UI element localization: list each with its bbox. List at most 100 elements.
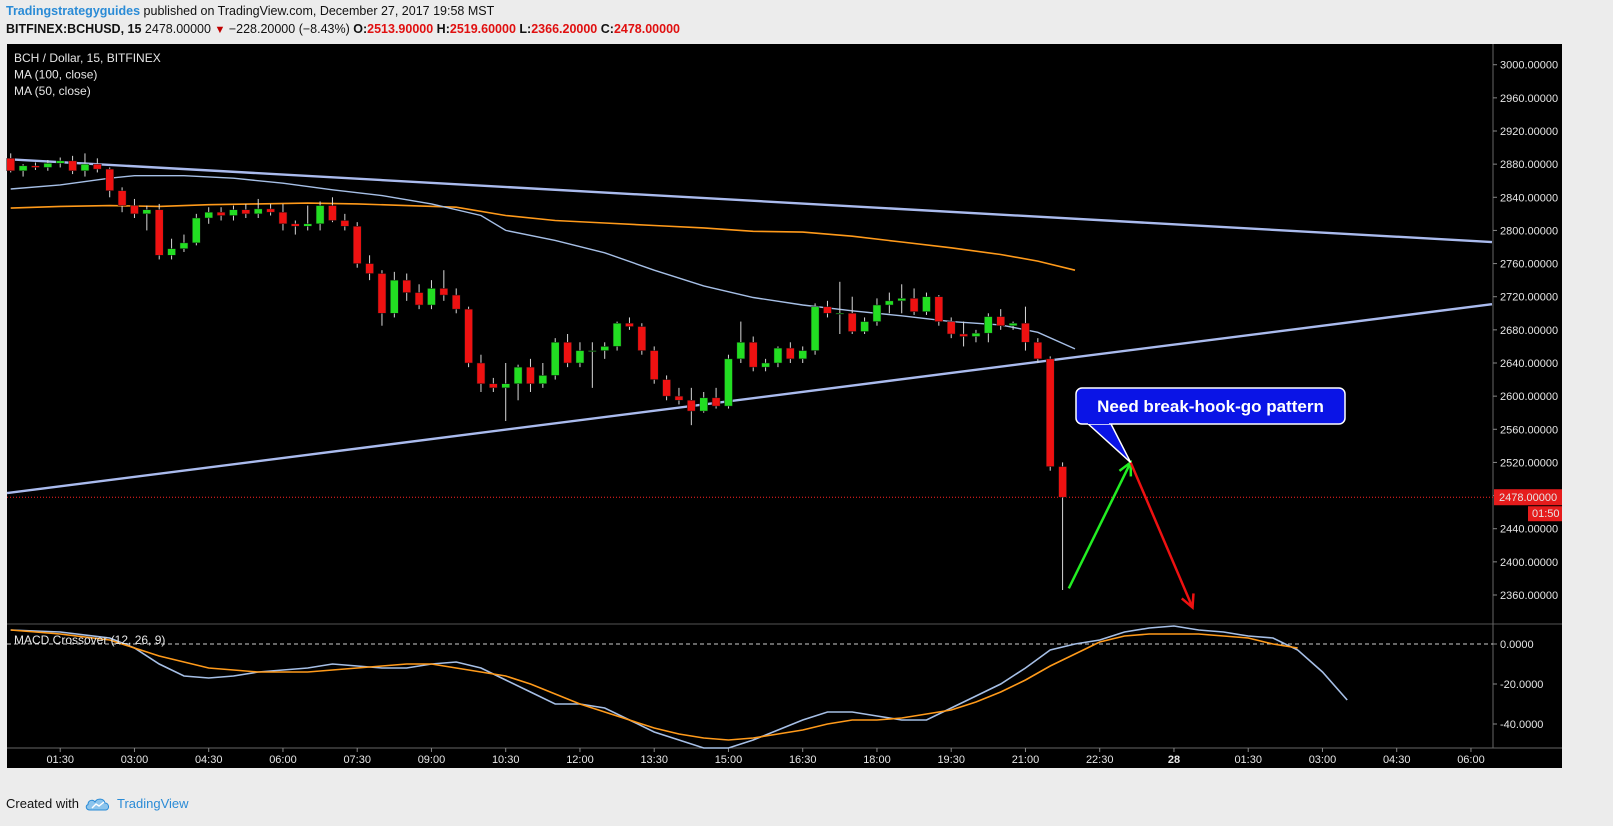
- ma100-line: [10, 202, 1076, 271]
- candle-body: [934, 296, 944, 322]
- candle-body: [80, 163, 90, 172]
- candle-body: [241, 209, 251, 215]
- candle-body: [1021, 322, 1030, 343]
- current-price-badge: [1494, 489, 1562, 506]
- close-label: C:: [600, 22, 614, 36]
- time-tick-label: 01:30: [46, 754, 74, 766]
- time-tick-label: 04:30: [195, 754, 223, 766]
- candle-body: [625, 322, 634, 327]
- candle-body: [43, 163, 53, 168]
- price-tick-label: 2760.00000: [1500, 259, 1558, 271]
- candle-body: [414, 292, 424, 306]
- candle-body: [761, 362, 770, 368]
- candle-body: [55, 160, 65, 164]
- macd-title: MACD Crossover (12, 26, 9): [14, 633, 165, 647]
- time-tick-label: 19:30: [937, 754, 965, 766]
- candle-body: [229, 209, 238, 216]
- callout-box: [1075, 387, 1346, 425]
- candle-body: [179, 242, 189, 249]
- candle-body: [612, 322, 622, 347]
- candle-body: [105, 168, 114, 191]
- author-link[interactable]: Tradingstrategyguides: [6, 4, 141, 18]
- candle-body: [786, 347, 795, 360]
- price-tick-label: 2640.00000: [1500, 358, 1558, 370]
- candle-body: [291, 223, 300, 227]
- candle-body: [550, 342, 560, 376]
- candle-body: [885, 300, 894, 306]
- candle-body: [724, 358, 733, 407]
- candle-body: [501, 383, 510, 389]
- candle-body: [847, 313, 857, 332]
- legend-entry: MA (100, close): [14, 68, 97, 82]
- candle-body: [687, 400, 696, 412]
- callout-text: Need break-hook-go pattern: [1097, 397, 1324, 416]
- candle-body: [835, 313, 845, 315]
- last-price: 2478.00000: [144, 22, 211, 36]
- candle-body: [959, 333, 968, 337]
- ma50-line: [10, 174, 1076, 350]
- candle-body: [352, 226, 362, 264]
- candle-body: [798, 350, 807, 360]
- candle-body: [897, 298, 906, 302]
- candle-body: [699, 397, 708, 412]
- candle-body: [946, 321, 956, 335]
- candle-body: [31, 165, 40, 168]
- candle-body: [192, 217, 201, 244]
- countdown-label: 01:50: [1532, 508, 1560, 520]
- candle-body: [365, 263, 374, 274]
- candle-body: [996, 316, 1005, 326]
- price-tick-label: 2600.00000: [1500, 391, 1558, 403]
- candle-body: [476, 362, 486, 384]
- macd-tick-label: 0.0000: [1500, 639, 1534, 651]
- candle-body: [909, 298, 919, 312]
- red-arrow-head: [1180, 593, 1195, 610]
- time-tick-label: 06:00: [1457, 754, 1485, 766]
- candle-body: [315, 205, 325, 225]
- price-tick-label: 2920.00000: [1500, 126, 1558, 138]
- open-label: O:: [353, 22, 368, 36]
- low-label: L:: [519, 22, 532, 36]
- candle-body: [427, 288, 436, 306]
- candle-body: [130, 205, 139, 215]
- legend-entry: MA (50, close): [14, 84, 91, 98]
- candle-body: [563, 342, 572, 364]
- time-tick-label: 03:00: [1309, 754, 1337, 766]
- candle-body: [390, 279, 399, 314]
- candle-body: [736, 342, 746, 360]
- red-arrow: [1129, 461, 1194, 608]
- price-tick-label: 2720.00000: [1500, 292, 1558, 304]
- candle-body: [216, 211, 226, 216]
- candle-body: [451, 294, 461, 310]
- candle-body: [340, 220, 350, 227]
- macd-series-line: [10, 625, 1348, 749]
- low-value: 2366.20000: [531, 22, 598, 36]
- price-tick-label: 2680.00000: [1500, 325, 1558, 337]
- time-tick-label: 22:30: [1086, 754, 1114, 766]
- tradingview-brand-link[interactable]: TradingView: [116, 796, 189, 811]
- symbol-label: BITFINEX:BCHUSD, 15: [6, 22, 142, 36]
- price-tick-label: 2400.00000: [1500, 557, 1558, 569]
- candle-body: [328, 205, 337, 221]
- price-tick-label: 2560.00000: [1500, 424, 1558, 436]
- candle-body: [674, 395, 684, 401]
- time-tick-label: 21:00: [1012, 754, 1040, 766]
- tradingview-cloud-icon: [85, 798, 109, 810]
- candle-body: [748, 342, 758, 368]
- time-tick-label: 04:30: [1383, 754, 1411, 766]
- candle-body: [117, 190, 127, 206]
- trendline: [6, 302, 1493, 495]
- candle-body: [649, 350, 659, 380]
- high-value: 2519.60000: [449, 22, 516, 36]
- macd-tick-label: -20.0000: [1500, 679, 1543, 691]
- candle-body: [6, 158, 15, 172]
- time-tick-label: 01:30: [1234, 754, 1262, 766]
- time-tick-label: 06:00: [269, 754, 297, 766]
- publish-line: Tradingstrategyguides published on Tradi…: [6, 4, 494, 18]
- candle-body: [575, 350, 585, 364]
- chart-header: Tradingstrategyguides published on Tradi…: [6, 0, 1606, 44]
- candle-body: [303, 223, 312, 227]
- candle-body: [513, 366, 523, 384]
- candle-body: [538, 375, 548, 384]
- candle-body: [860, 321, 869, 332]
